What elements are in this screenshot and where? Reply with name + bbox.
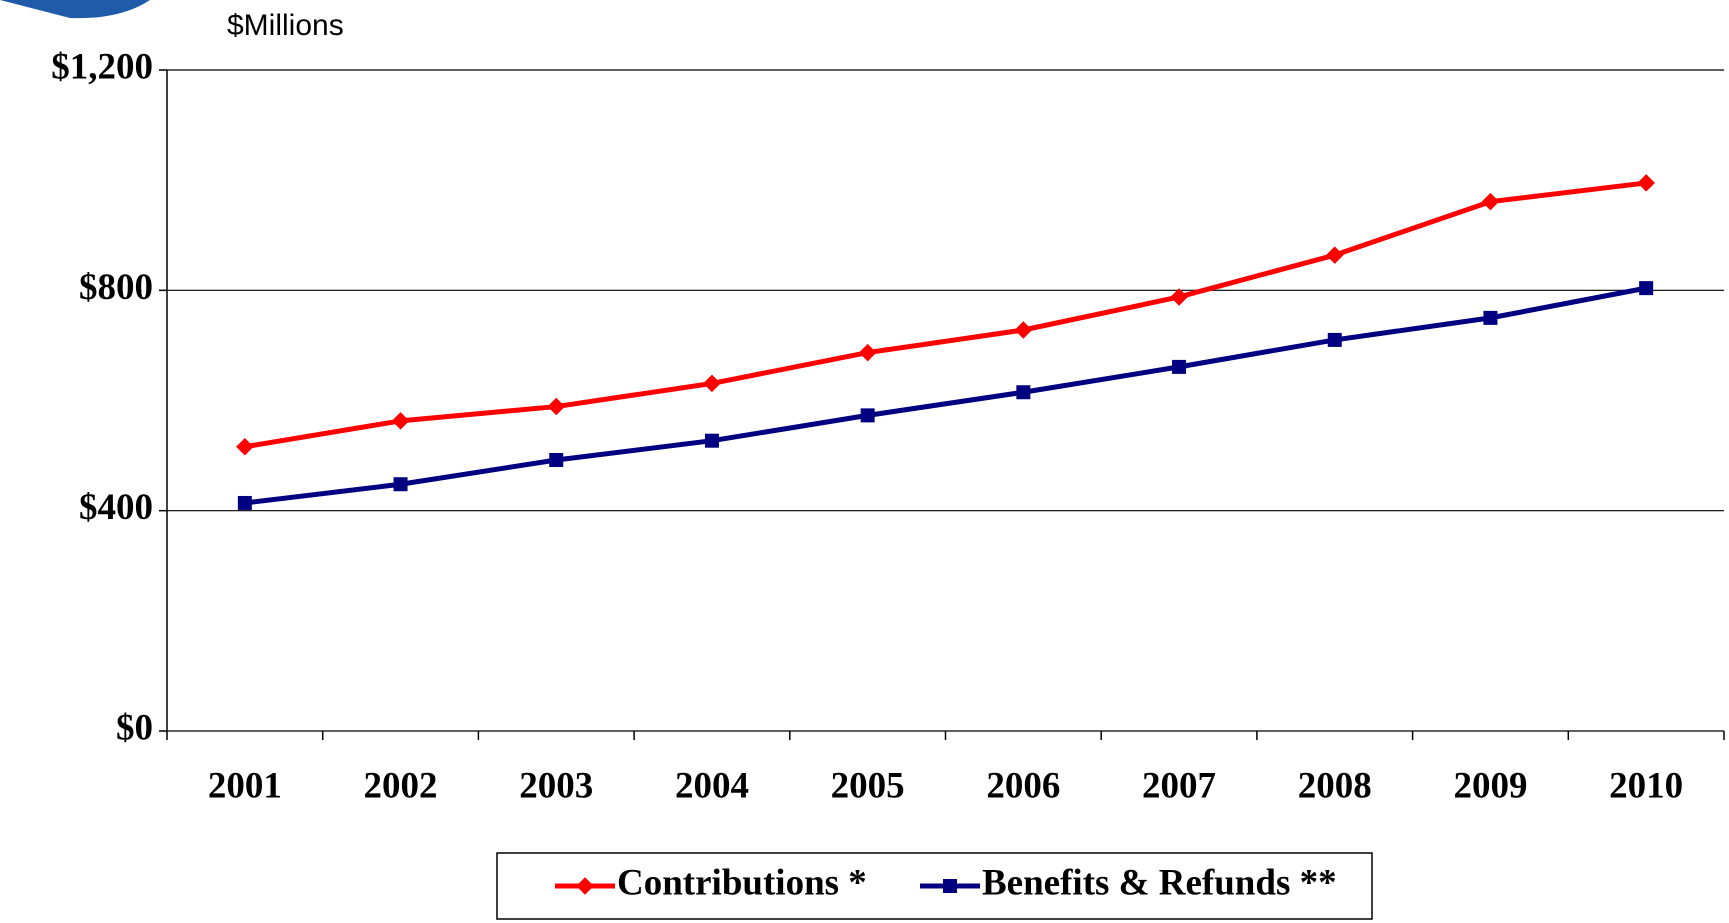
- x-tick-label: 2009: [1453, 765, 1527, 806]
- marker: [1016, 385, 1031, 400]
- marker: [237, 495, 252, 510]
- marker: [860, 408, 875, 423]
- marker: [576, 877, 594, 895]
- marker: [1326, 246, 1344, 264]
- marker: [704, 433, 719, 448]
- marker: [1637, 174, 1655, 192]
- marker: [549, 452, 564, 467]
- marker: [1170, 288, 1188, 306]
- marker: [236, 438, 254, 456]
- marker: [1327, 332, 1342, 347]
- y-tick-label: $400: [79, 487, 153, 528]
- marker: [943, 879, 957, 893]
- y-tick-label: $0: [116, 707, 153, 748]
- x-tick-label: 2001: [208, 765, 282, 806]
- logo: [0, 0, 150, 19]
- x-tick-label: 2008: [1298, 765, 1372, 806]
- marker: [1483, 310, 1498, 325]
- legend-label: Benefits & Refunds **: [982, 862, 1337, 903]
- x-tick-label: 2003: [519, 765, 593, 806]
- x-tick-label: 2005: [831, 765, 905, 806]
- x-tick-label: 2002: [364, 765, 438, 806]
- series-line: [244, 285, 1647, 506]
- chart-subtitle: $Millions: [227, 9, 344, 42]
- marker: [858, 343, 877, 362]
- series-line: [244, 180, 1647, 450]
- marker: [391, 412, 410, 430]
- x-tick-label: 2007: [1142, 765, 1216, 806]
- marker: [1639, 281, 1654, 296]
- marker: [703, 374, 721, 393]
- marker: [1172, 359, 1187, 374]
- legend-label: Contributions *: [617, 862, 867, 903]
- x-tick-label: 2010: [1609, 765, 1683, 806]
- x-tick-label: 2006: [986, 765, 1060, 806]
- marker: [547, 397, 565, 416]
- marker: [1014, 321, 1033, 339]
- marker: [393, 477, 408, 492]
- x-tick-label: 2004: [675, 765, 749, 806]
- marker: [1481, 192, 1500, 211]
- y-tick-label: $1,200: [51, 46, 153, 87]
- y-tick-label: $800: [79, 267, 153, 308]
